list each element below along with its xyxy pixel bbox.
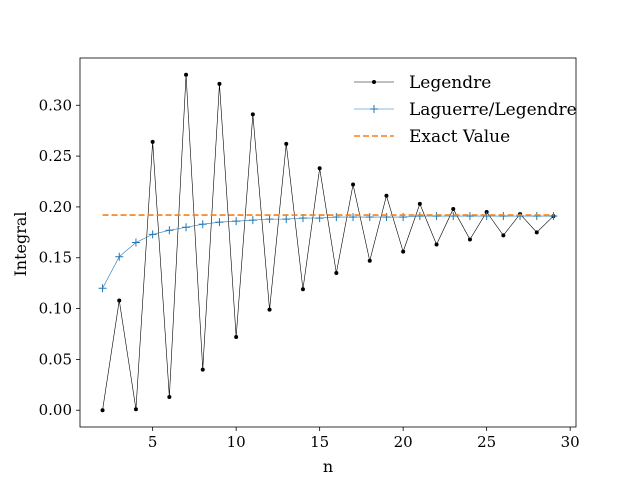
series-laguerre-legendre (98, 212, 558, 293)
plot-area (80, 58, 576, 427)
x-tick-label: 25 (477, 433, 496, 451)
data-point (148, 230, 157, 239)
data-point (534, 230, 539, 235)
data-point (117, 298, 122, 303)
data-point (499, 212, 508, 221)
data-point (265, 215, 274, 224)
data-point (367, 258, 372, 263)
data-point (200, 367, 205, 372)
data-point (98, 284, 107, 293)
data-point (467, 237, 472, 242)
legend-label: Legendre (409, 73, 491, 93)
y-tick-label: 0.15 (39, 249, 72, 267)
y-tick-label: 0.05 (39, 350, 72, 368)
series-line (102, 74, 554, 411)
data-point (434, 242, 439, 247)
data-point (165, 226, 174, 235)
data-point (133, 407, 138, 412)
plot-frame (79, 57, 577, 428)
x-tick-label: 20 (394, 433, 413, 451)
data-point (267, 307, 272, 312)
data-point (384, 193, 389, 198)
x-tick-label: 30 (561, 433, 580, 451)
legend: Legendre Laguerre/Legendre Exact Value (354, 73, 577, 147)
data-point (365, 213, 374, 222)
data-point (432, 212, 441, 221)
data-point (334, 270, 339, 275)
data-point (131, 238, 140, 247)
x-tick-label: 10 (227, 433, 246, 451)
legend-item: Exact Value (354, 127, 510, 147)
data-point (100, 408, 105, 413)
data-point (232, 217, 241, 226)
data-point (317, 166, 322, 171)
data-point (184, 72, 189, 77)
y-tick-label: 0.30 (39, 96, 72, 114)
data-point (217, 81, 222, 86)
legend-label: Exact Value (409, 127, 510, 147)
data-point (501, 233, 506, 238)
data-point (300, 287, 305, 292)
data-point (484, 210, 489, 215)
series-layer (98, 72, 558, 413)
series-legendre (100, 72, 556, 413)
series-line (102, 215, 554, 289)
data-point (248, 216, 257, 225)
legend-item: Laguerre/Legendre (354, 100, 577, 120)
data-point (332, 213, 341, 222)
data-point (198, 220, 207, 229)
data-point (449, 212, 458, 221)
data-point (482, 212, 491, 221)
legend-label: Laguerre/Legendre (409, 100, 577, 120)
data-point (349, 213, 358, 222)
data-point (370, 105, 378, 113)
data-point (115, 252, 124, 261)
axes: 5 10 15 20 25 30 0.00 0.05 0.10 0.15 0.20 0.25 0.30 (39, 57, 580, 451)
data-point (516, 212, 525, 221)
y-tick-label: 0.10 (39, 300, 72, 318)
data-point (284, 141, 289, 146)
data-point (532, 212, 541, 221)
y-axis-label: Integral (11, 211, 30, 276)
data-point (415, 212, 424, 221)
data-point (351, 182, 356, 187)
x-tick-label: 5 (148, 433, 158, 451)
data-point (234, 335, 239, 340)
data-point (167, 395, 172, 400)
legend-item: Legendre (354, 73, 491, 93)
data-point (401, 249, 406, 254)
y-tick-label: 0.20 (39, 198, 72, 216)
data-point (182, 223, 191, 232)
x-axis-label: n (323, 457, 333, 476)
data-point (417, 201, 422, 206)
data-point (150, 139, 155, 144)
plot-background (80, 58, 576, 427)
data-point (250, 112, 255, 117)
data-point (372, 80, 376, 84)
data-point (282, 215, 291, 224)
data-point (215, 218, 224, 227)
data-point (451, 206, 456, 211)
x-tick-label: 15 (310, 433, 329, 451)
data-point (465, 212, 474, 221)
data-point (549, 212, 558, 221)
y-tick-label: 0.00 (39, 401, 72, 419)
y-tick-label: 0.25 (39, 147, 72, 165)
